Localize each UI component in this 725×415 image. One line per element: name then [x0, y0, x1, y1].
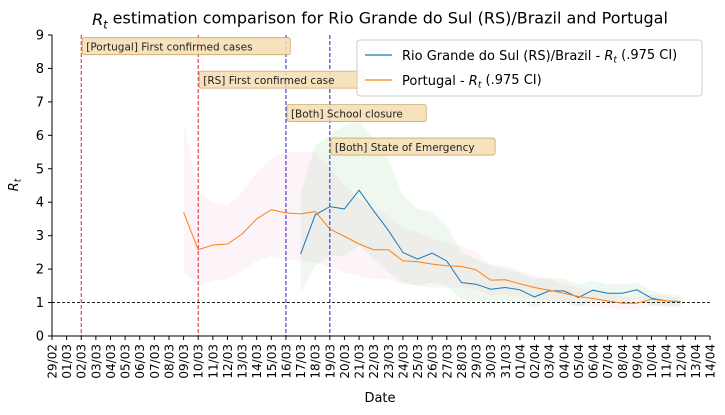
event-annotations: [Portugal] First confirmed cases [RS] Fir… [81, 37, 496, 156]
x-tick-label: 31/03 [499, 344, 513, 379]
confidence-band-2 [183, 122, 681, 310]
x-tick-label: 25/03 [411, 344, 425, 379]
x-tick-label: 13/04 [689, 344, 703, 379]
x-tick-label: 06/03 [133, 344, 147, 379]
legend-label-1: Rio Grande do Sul (RS)/Brazil - Rt (.975… [402, 48, 677, 66]
x-tick-label: 01/04 [513, 344, 527, 379]
x-tick-label: 07/03 [148, 344, 162, 379]
confidence-bands [183, 122, 681, 310]
event-annotation-label: [RS] First confirmed case [203, 75, 334, 87]
x-tick-label: 04/04 [557, 344, 571, 379]
y-tick-label: 7 [36, 95, 44, 110]
event-annotation-label: [Portugal] First confirmed cases [86, 42, 252, 54]
x-tick-label: 11/03 [206, 344, 220, 379]
x-tick-label: 27/03 [440, 344, 454, 379]
x-tick-label: 19/03 [323, 344, 337, 379]
y-axis-ticks: 0 1 2 3 4 5 6 7 8 9 [36, 29, 52, 345]
x-tick-label: 09/04 [630, 344, 644, 379]
x-tick-label: 21/03 [353, 344, 367, 379]
x-tick-label: 08/04 [616, 344, 630, 379]
y-tick-label: 2 [36, 263, 44, 278]
x-tick-label: 01/03 [60, 344, 74, 379]
x-tick-label: 30/03 [484, 344, 498, 379]
legend-box [356, 39, 703, 97]
y-tick-label: 3 [36, 229, 44, 244]
y-tick-label: 6 [36, 129, 44, 144]
y-tick-label: 4 [36, 196, 44, 211]
x-tick-label: 14/03 [250, 344, 264, 379]
x-tick-label: 05/04 [572, 344, 586, 379]
x-tick-label: 15/03 [265, 344, 279, 379]
axes [51, 35, 710, 337]
event-annotation-2: [RS] First confirmed case [198, 70, 364, 89]
series-lines [183, 189, 681, 304]
x-tick-label: 04/03 [104, 344, 118, 379]
x-tick-label: 11/04 [660, 344, 674, 379]
x-tick-label: 26/03 [426, 344, 440, 379]
x-tick-label: 16/03 [279, 344, 293, 379]
x-tick-label: 18/03 [309, 344, 323, 379]
legend-label-2: Portugal - Rt (.975 CI) [402, 73, 542, 91]
legend: Rio Grande do Sul (RS)/Brazil - Rt (.975… [356, 39, 703, 97]
x-tick-label: 02/03 [75, 344, 89, 379]
x-tick-label: 05/03 [119, 344, 133, 379]
event-annotation-3: [Both] School closure [286, 104, 427, 122]
event-annotation-4: [Both] State of Emergency [330, 137, 496, 156]
x-tick-label: 06/04 [587, 344, 601, 379]
series-line-1 [300, 189, 681, 303]
y-tick-label: 9 [36, 29, 44, 44]
x-tick-label: 08/03 [162, 344, 176, 379]
x-tick-label: 09/03 [177, 344, 191, 379]
event-annotation-label: [Both] School closure [291, 109, 403, 121]
x-tick-label: 02/04 [528, 344, 542, 379]
x-tick-label: 20/03 [338, 344, 352, 379]
y-tick-label: 8 [36, 62, 44, 77]
x-tick-label: 23/03 [382, 344, 396, 379]
x-tick-label: 10/04 [645, 344, 659, 379]
x-tick-label: 10/03 [192, 344, 206, 379]
event-annotation-box [330, 137, 496, 156]
event-annotation-1: [Portugal] First confirmed cases [81, 37, 291, 56]
x-tick-label: 29/03 [470, 344, 484, 379]
x-tick-label: 14/04 [704, 344, 718, 379]
event-annotation-box [81, 37, 291, 56]
x-tick-label: 03/04 [543, 344, 557, 379]
y-tick-label: 5 [36, 162, 44, 177]
x-tick-label: 12/03 [221, 344, 235, 379]
x-axis-label: Date [364, 391, 395, 406]
x-tick-label: 13/03 [236, 344, 250, 379]
y-axis-label: Rt [7, 178, 24, 191]
x-tick-label: 12/04 [674, 344, 688, 379]
x-axis-ticks: 29/02 01/03 02/03 03/03 04/03 05/03 06/03 07/03… [46, 336, 718, 379]
x-tick-label: 07/04 [601, 344, 615, 379]
series-line-2 [183, 209, 681, 304]
x-tick-label: 24/03 [396, 344, 410, 379]
x-tick-label: 22/03 [367, 344, 381, 379]
x-tick-label: 17/03 [294, 344, 308, 379]
y-tick-label: 1 [36, 296, 44, 311]
event-annotation-label: [Both] State of Emergency [335, 142, 475, 154]
chart-title: Rt estimation comparison for Rio Grande … [92, 9, 668, 32]
x-tick-label: 29/02 [46, 344, 60, 379]
event-annotation-box [286, 104, 427, 122]
x-tick-label: 28/03 [455, 344, 469, 379]
confidence-band-1 [300, 122, 681, 308]
y-tick-label: 0 [36, 330, 44, 345]
x-tick-label: 03/03 [89, 344, 103, 379]
